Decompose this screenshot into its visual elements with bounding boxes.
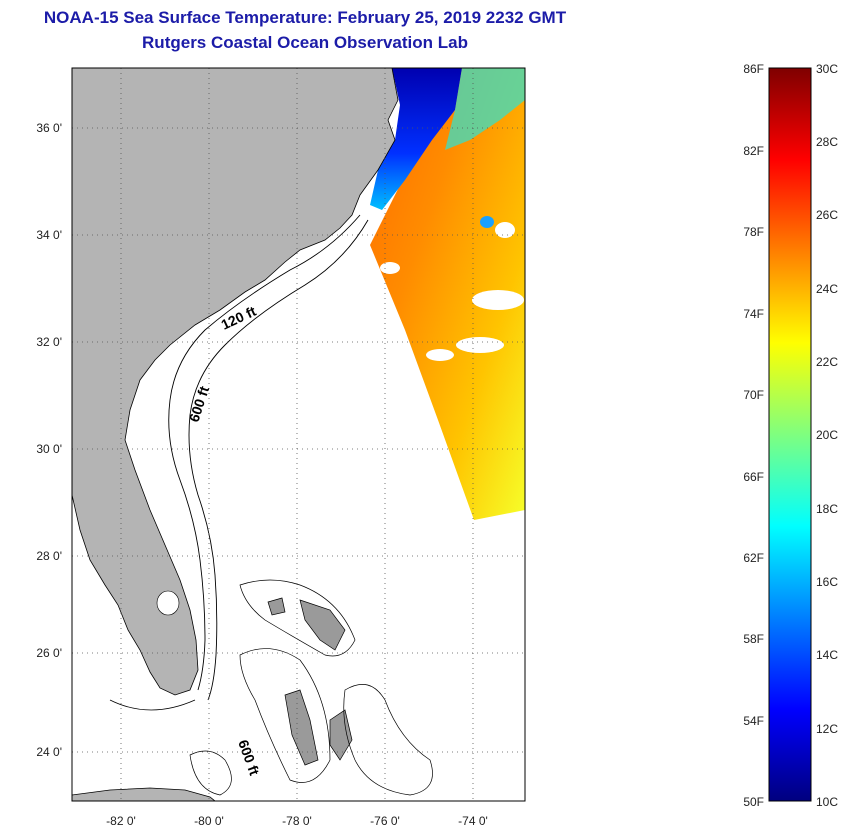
lat-tick-label: 34 0' — [36, 228, 62, 242]
colorbar — [768, 67, 812, 802]
colorbar-c-label: 10C — [816, 795, 838, 809]
lat-tick-label: 24 0' — [36, 745, 62, 759]
lake-okeechobee — [156, 590, 180, 616]
colorbar-c-label: 18C — [816, 502, 838, 516]
lon-tick-label: -74 0' — [458, 814, 488, 828]
colorbar-f-label: 66F — [743, 470, 764, 484]
lon-tick-label: -82 0' — [106, 814, 136, 828]
bahamas-bank-contours — [189, 579, 433, 796]
lon-tick-label: -78 0' — [282, 814, 312, 828]
graticule — [72, 68, 525, 801]
cloud-patches — [380, 216, 524, 361]
lat-tick-labels: 36 0' 34 0' 32 0' 30 0' 28 0' 26 0' 24 0… — [36, 121, 62, 759]
colorbar-f-labels: 86F 82F 78F 74F 70F 66F 62F 58F 54F 50F — [743, 62, 764, 809]
lat-tick-label: 30 0' — [36, 442, 62, 456]
lon-tick-label: -76 0' — [370, 814, 400, 828]
colorbar-f-label: 86F — [743, 62, 764, 76]
colorbar-c-label: 28C — [816, 135, 838, 149]
colorbar-c-labels: 30C 28C 26C 24C 22C 20C 18C 16C 14C 12C … — [816, 62, 838, 809]
colorbar-c-label: 24C — [816, 282, 838, 296]
cool-offshore-band — [445, 68, 525, 150]
colorbar-c-label: 16C — [816, 575, 838, 589]
lat-tick-label: 26 0' — [36, 646, 62, 660]
map-title: NOAA-15 Sea Surface Temperature: Februar… — [43, 8, 567, 27]
contour-120ft — [168, 214, 361, 691]
lat-tick-label: 28 0' — [36, 549, 62, 563]
colorbar-c-label: 12C — [816, 722, 838, 736]
cuba-land — [72, 787, 216, 801]
cold-shelf-water — [370, 68, 462, 210]
map-frame — [71, 67, 526, 802]
colorbar-c-label: 20C — [816, 428, 838, 442]
us-mainland-land — [72, 68, 399, 696]
colorbar-c-label: 14C — [816, 648, 838, 662]
colorbar-f-label: 82F — [743, 144, 764, 158]
lon-tick-labels: -82 0' -80 0' -78 0' -76 0' -74 0' — [106, 814, 488, 828]
map-subtitle: Rutgers Coastal Ocean Observation Lab — [142, 33, 468, 52]
colorbar-f-label: 50F — [743, 795, 764, 809]
colorbar-f-label: 78F — [743, 225, 764, 239]
map-area: 120 ft 600 ft 600 ft — [72, 68, 525, 801]
colorbar-f-label: 74F — [743, 307, 764, 321]
sst-swath — [370, 68, 525, 520]
colorbar-f-label: 62F — [743, 551, 764, 565]
colorbar-f-label: 54F — [743, 714, 764, 728]
colorbar-f-label: 58F — [743, 632, 764, 646]
colorbar-c-label: 30C — [816, 62, 838, 76]
lat-tick-label: 36 0' — [36, 121, 62, 135]
colorbar-c-label: 22C — [816, 355, 838, 369]
contour-600ft — [188, 219, 369, 701]
bahamas-islands — [267, 597, 353, 766]
colorbar-f-label: 70F — [743, 388, 764, 402]
florida-keys — [109, 699, 196, 711]
lon-tick-label: -80 0' — [194, 814, 224, 828]
colorbar-c-label: 26C — [816, 208, 838, 222]
lat-tick-label: 32 0' — [36, 335, 62, 349]
